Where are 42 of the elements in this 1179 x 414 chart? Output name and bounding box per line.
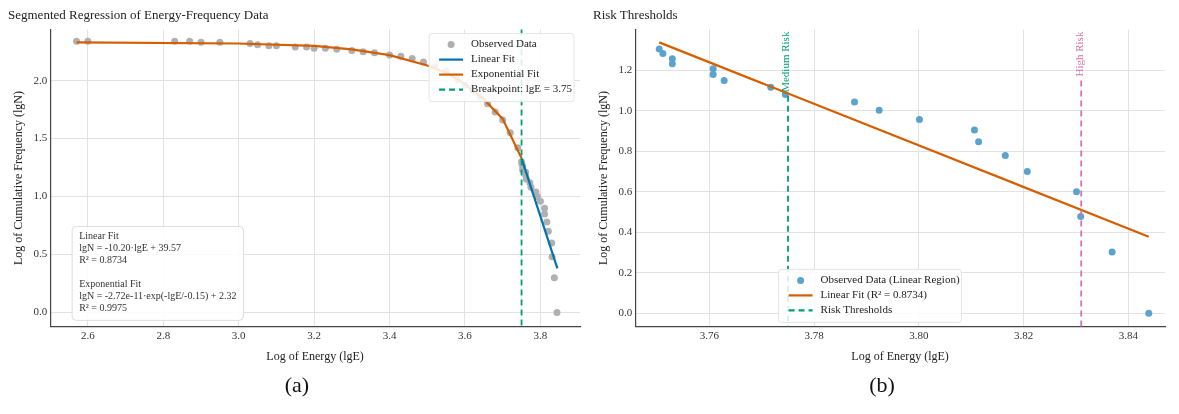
legend-label: Observed Data (Linear Region) (820, 273, 960, 287)
text: Linear Fit lgN = -10.20·lgE + 39.57 R² = 0.8734 Exponential Fit lgN = -2.72e-11·exp(-lgE/-0.15) + 2.32 R² = 0.9975 (79, 230, 237, 314)
y-tick-label: 1.5 (33, 131, 48, 144)
x-tick-label: 3.80 (909, 328, 930, 341)
y-tick-label: 0.6 (618, 184, 633, 197)
y-tick-label: 1.0 (33, 189, 48, 202)
x-tick-label: 3.78 (804, 328, 825, 341)
x-tick-label: 2.6 (80, 328, 96, 341)
y-tick-label: 1.2 (618, 63, 633, 76)
legend-label: Breakpoint: lgE = 3.75 (471, 82, 573, 95)
legend-label: Linear Fit (R² = 0.8734) (820, 288, 928, 302)
text: (a) (283, 372, 311, 398)
x-tick-label: 3.82 (1014, 328, 1034, 341)
legend-label: Observed Data (471, 37, 537, 50)
x-tick-label: 3.6 (458, 328, 473, 341)
ref-line-label: Medium Risk (779, 31, 792, 92)
y-tick-label: 0.0 (618, 306, 633, 319)
chart-title: Risk Thresholds (593, 7, 678, 23)
y-tick-label: 0.5 (33, 247, 48, 260)
text: (b) (868, 372, 896, 398)
y-tick-label: 2.0 (33, 73, 48, 86)
y-tick-label: 1.0 (618, 103, 633, 116)
x-tick-label: 3.84 (1118, 328, 1139, 341)
y-axis-title: Log of Cumulative Frequency (lgN) (596, 91, 611, 265)
ref-line-label: High Risk (1072, 31, 1085, 77)
y-tick-label: 0.0 (33, 305, 48, 318)
x-axis-title: Log of Energy (lgE) (266, 348, 364, 363)
y-tick-label: 0.4 (618, 225, 633, 238)
x-tick-label: 3.76 (699, 328, 720, 341)
chart-title: Segmented Regression of Energy-Frequency Data (8, 7, 269, 23)
x-tick-label: 3.0 (231, 328, 247, 341)
legend-label: Linear Fit (471, 52, 515, 65)
x-tick-label: 3.8 (533, 328, 548, 341)
legend-label: Risk Thresholds (820, 303, 893, 316)
x-tick-label: 2.8 (156, 328, 171, 341)
y-tick-label: 0.2 (618, 265, 633, 278)
x-tick-label: 3.4 (382, 328, 397, 341)
x-tick-label: 3.2 (307, 328, 322, 341)
legend-label: Exponential Fit (471, 67, 540, 80)
y-tick-label: 0.8 (618, 144, 633, 157)
y-axis-title: Log of Cumulative Frequency (lgN) (11, 91, 26, 265)
x-axis-title: Log of Energy (lgE) (851, 348, 949, 363)
